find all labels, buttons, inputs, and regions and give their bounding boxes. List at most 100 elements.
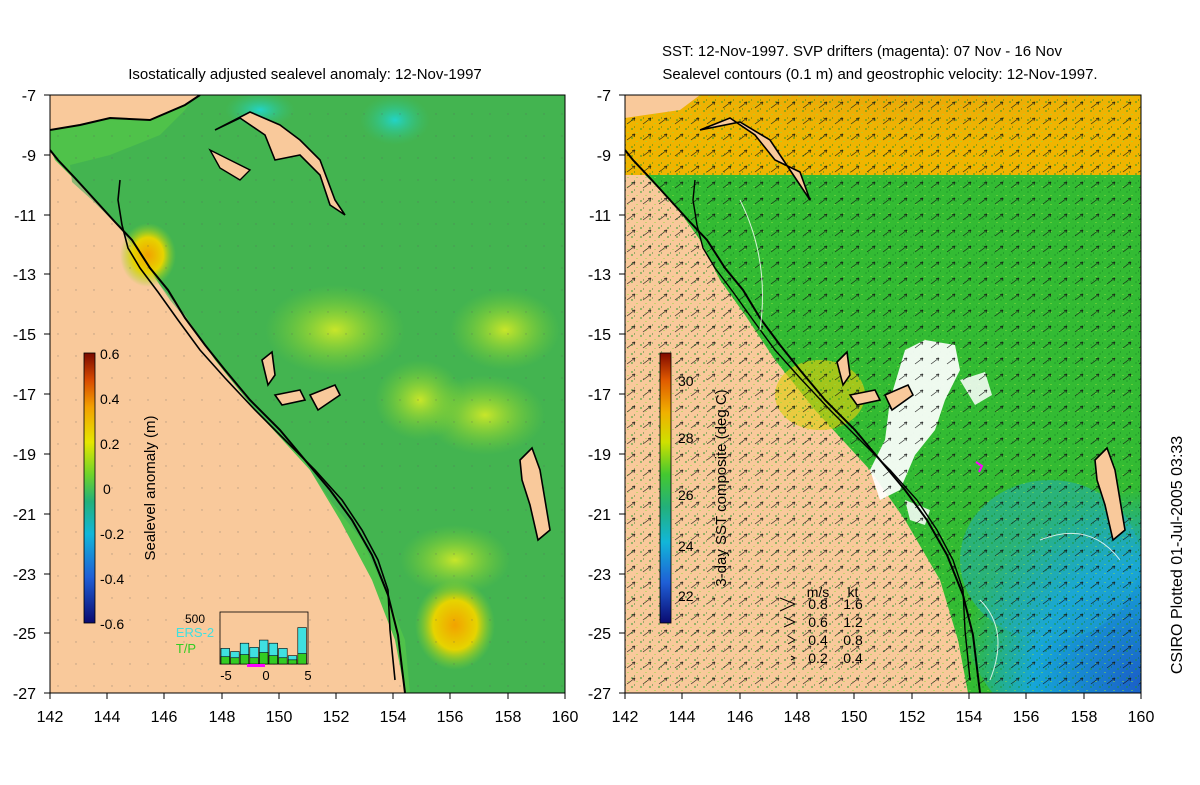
svg-text:0: 0: [262, 668, 269, 683]
histogram-bar-tp: [297, 653, 307, 665]
credit-text: CSIRO Plotted 01-Jul-2005 03:33: [1169, 436, 1186, 674]
svg-text:5: 5: [304, 668, 311, 683]
svg-text:154: 154: [956, 709, 983, 726]
svg-text:154: 154: [380, 709, 407, 726]
svg-text:150: 150: [841, 709, 868, 726]
svg-text:28: 28: [678, 430, 694, 446]
svg-text:500: 500: [185, 612, 205, 626]
left-panel-title: Isostatically adjusted sealevel anomaly:…: [128, 66, 482, 83]
svg-text:0.6: 0.6: [100, 346, 120, 362]
svg-text:24: 24: [678, 538, 694, 554]
svg-text:0.8: 0.8: [843, 632, 863, 648]
svg-text:-0.2: -0.2: [100, 526, 124, 542]
left-colorbar-label: Sealevel anomaly (m): [142, 415, 159, 560]
histogram-bar-tp: [230, 657, 240, 665]
left-y-axis: -7 -9 -11 -13 -15 -17 -19 -21 -23 -25 -2…: [13, 88, 50, 703]
svg-text:0: 0: [103, 481, 111, 497]
histogram-bar-tp: [259, 652, 269, 665]
left-png-land: [50, 95, 200, 130]
svg-text:146: 146: [727, 709, 754, 726]
velocity-legend: m/s kt 0.8 1.6 0.6 1.2 0.4 0.8 0.2 0.4: [779, 584, 863, 666]
svg-text:-9: -9: [597, 148, 611, 165]
svg-text:kt: kt: [848, 584, 859, 600]
svg-text:-7: -7: [597, 88, 611, 105]
svg-text:148: 148: [784, 709, 811, 726]
svg-text:-15: -15: [13, 327, 36, 344]
right-coastline-australia: [625, 149, 981, 693]
svg-text:-9: -9: [22, 148, 36, 165]
svg-text:-27: -27: [588, 686, 611, 703]
svg-text:-27: -27: [13, 686, 36, 703]
svg-text:-0.6: -0.6: [100, 616, 124, 632]
svg-text:-23: -23: [588, 567, 611, 584]
left-map: [50, 95, 565, 693]
svg-text:156: 156: [1013, 709, 1040, 726]
svg-text:152: 152: [323, 709, 350, 726]
right-y-axis: -7 -9 -11 -13 -15 -17 -19 -21 -23 -25 -2…: [588, 88, 625, 703]
svg-text:148: 148: [209, 709, 236, 726]
histogram-bar-tp: [239, 654, 250, 665]
svg-text:1.2: 1.2: [843, 614, 863, 630]
histogram-inset: 500 ERS-2 T/P -5 0 5: [176, 611, 312, 683]
svg-text:-17: -17: [588, 387, 611, 404]
svg-text:142: 142: [612, 709, 639, 726]
svg-text:144: 144: [669, 709, 696, 726]
svg-text:-23: -23: [13, 567, 36, 584]
svg-text:146: 146: [151, 709, 178, 726]
svg-text:-15: -15: [588, 327, 611, 344]
right-x-axis: 142 144 146 148 150 152 154 156 158 160: [612, 693, 1155, 726]
svg-text:-7: -7: [22, 88, 36, 105]
right-map: [625, 95, 1141, 693]
svg-text:0.6: 0.6: [808, 614, 828, 630]
histogram-bar-tp: [287, 659, 298, 665]
svg-text:1.6: 1.6: [843, 596, 863, 612]
svg-text:ERS-2: ERS-2: [176, 625, 214, 640]
svg-text:-21: -21: [588, 507, 611, 524]
right-colorbar: 30 28 26 24 22 3-day SST composite (deg …: [659, 352, 730, 624]
svg-text:26: 26: [678, 487, 694, 503]
right-panel-title-1: SST: 12-Nov-1997. SVP drifters (magenta)…: [662, 43, 1062, 60]
svg-text:-19: -19: [588, 447, 611, 464]
left-coastline-australia: [50, 149, 406, 693]
svg-text:22: 22: [678, 588, 694, 604]
svg-text:30: 30: [678, 373, 694, 389]
left-png-coast: [50, 95, 201, 131]
histogram-bar-tp: [220, 656, 230, 665]
histogram-bar-tp: [268, 655, 278, 665]
right-panel-title-2: Sealevel contours (0.1 m) and geostrophi…: [662, 66, 1097, 83]
svg-text:160: 160: [552, 709, 579, 726]
left-colorbar: 0.6 0.4 0.2 0 -0.2 -0.4 -0.6 Sealevel an…: [83, 346, 159, 632]
svg-text:0.4: 0.4: [100, 391, 120, 407]
svg-text:158: 158: [1071, 709, 1098, 726]
svg-text:T/P: T/P: [176, 641, 196, 656]
right-colorbar-label: 3-day SST composite (deg C): [713, 389, 730, 586]
histogram-bar-tp: [278, 657, 288, 665]
svg-text:0.8: 0.8: [808, 596, 828, 612]
svg-text:-13: -13: [13, 267, 36, 284]
svg-text:-11: -11: [14, 208, 36, 225]
histogram-bar-tp: [249, 657, 259, 665]
svg-text:-0.4: -0.4: [100, 571, 124, 587]
svg-text:-11: -11: [589, 208, 611, 225]
svg-text:0.2: 0.2: [100, 436, 120, 452]
svg-text:0.4: 0.4: [808, 632, 828, 648]
svg-text:160: 160: [1128, 709, 1155, 726]
svg-text:156: 156: [437, 709, 464, 726]
right-png-land: [625, 95, 700, 118]
svg-text:144: 144: [94, 709, 121, 726]
svg-text:-17: -17: [13, 387, 36, 404]
svg-text:152: 152: [899, 709, 926, 726]
svg-text:142: 142: [37, 709, 64, 726]
left-islands: [214, 111, 346, 216]
svg-text:-21: -21: [13, 507, 36, 524]
drifter-track: [975, 461, 984, 473]
left-x-axis: 142 144 146 148 150 152 154 156 158 160: [37, 693, 579, 726]
svg-text:0.4: 0.4: [843, 650, 863, 666]
svg-text:-25: -25: [588, 626, 611, 643]
svg-text:-5: -5: [220, 668, 232, 683]
svg-text:-13: -13: [588, 267, 611, 284]
svg-text:-25: -25: [13, 626, 36, 643]
svg-text:m/s: m/s: [807, 584, 830, 600]
svg-text:-19: -19: [13, 447, 36, 464]
